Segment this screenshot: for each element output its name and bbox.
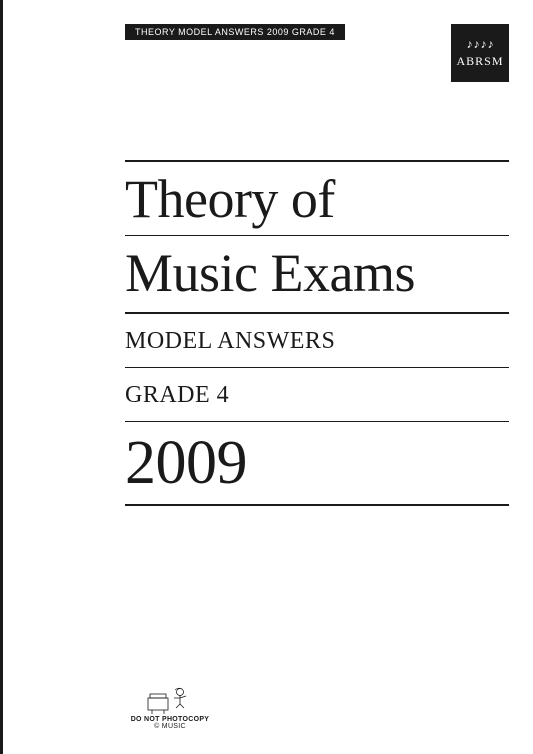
header-tab: THEORY MODEL ANSWERS 2009 Grade 4 (125, 24, 345, 40)
abrsm-logo-icon: ♪♪♪♪ (467, 38, 494, 50)
abrsm-brand-box: ♪♪♪♪ ABRSM (451, 24, 509, 82)
subtitle-grade: GRADE 4 (125, 368, 509, 421)
copyright-notice: DO NOT PHOTOCOPY © MUSIC (125, 684, 215, 730)
copyright-line-1: DO NOT PHOTOCOPY (125, 716, 215, 723)
title-block: Theory of Music Exams MODEL ANSWERS GRAD… (125, 160, 509, 506)
copyright-line-2: © MUSIC (125, 723, 215, 730)
photocopy-icon (125, 684, 215, 714)
year-text: 2009 (125, 422, 509, 504)
title-line-2: Music Exams (125, 236, 509, 311)
spine-bar (0, 0, 3, 754)
subtitle-model-answers: MODEL ANSWERS (125, 314, 509, 367)
title-line-1: Theory of (125, 162, 509, 235)
cover-page: THEORY MODEL ANSWERS 2009 Grade 4 ♪♪♪♪ A… (0, 0, 533, 754)
abrsm-brand-text: ABRSM (456, 54, 503, 69)
rule-6 (125, 504, 509, 506)
